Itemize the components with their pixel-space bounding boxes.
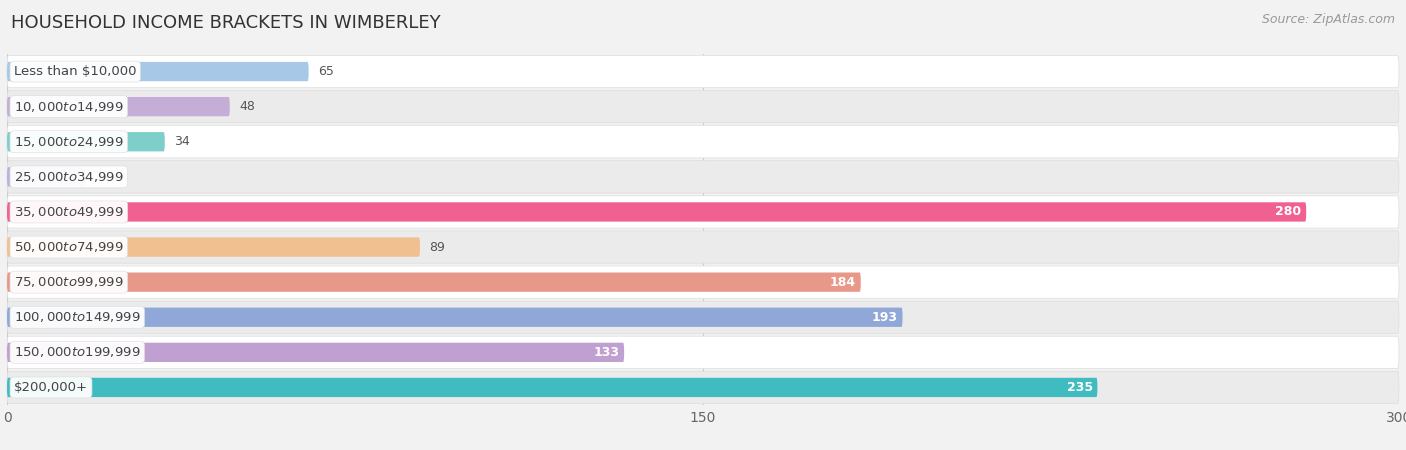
Text: $150,000 to $199,999: $150,000 to $199,999 <box>14 345 141 360</box>
Text: 34: 34 <box>174 135 190 148</box>
FancyBboxPatch shape <box>7 132 165 151</box>
FancyBboxPatch shape <box>7 55 1399 88</box>
Text: 184: 184 <box>830 276 856 288</box>
Text: 65: 65 <box>318 65 333 78</box>
FancyBboxPatch shape <box>7 62 308 81</box>
FancyBboxPatch shape <box>7 126 1399 158</box>
FancyBboxPatch shape <box>7 196 1399 228</box>
Text: 17: 17 <box>96 171 111 183</box>
Text: $50,000 to $74,999: $50,000 to $74,999 <box>14 240 124 254</box>
FancyBboxPatch shape <box>7 231 1399 263</box>
Text: 48: 48 <box>239 100 254 113</box>
Text: 280: 280 <box>1275 206 1302 218</box>
FancyBboxPatch shape <box>7 161 1399 193</box>
FancyBboxPatch shape <box>7 167 86 186</box>
Text: $100,000 to $149,999: $100,000 to $149,999 <box>14 310 141 324</box>
FancyBboxPatch shape <box>7 371 1399 404</box>
FancyBboxPatch shape <box>7 301 1399 333</box>
Text: $200,000+: $200,000+ <box>14 381 89 394</box>
Text: Source: ZipAtlas.com: Source: ZipAtlas.com <box>1261 14 1395 27</box>
FancyBboxPatch shape <box>7 238 420 256</box>
FancyBboxPatch shape <box>7 336 1399 369</box>
Text: 193: 193 <box>872 311 898 324</box>
Text: $10,000 to $14,999: $10,000 to $14,999 <box>14 99 124 114</box>
Text: $35,000 to $49,999: $35,000 to $49,999 <box>14 205 124 219</box>
Text: 235: 235 <box>1067 381 1092 394</box>
FancyBboxPatch shape <box>7 90 1399 123</box>
FancyBboxPatch shape <box>7 378 1098 397</box>
Text: Less than $10,000: Less than $10,000 <box>14 65 136 78</box>
Text: $25,000 to $34,999: $25,000 to $34,999 <box>14 170 124 184</box>
Text: 89: 89 <box>429 241 446 253</box>
FancyBboxPatch shape <box>7 202 1306 221</box>
Text: 133: 133 <box>593 346 620 359</box>
FancyBboxPatch shape <box>7 343 624 362</box>
FancyBboxPatch shape <box>7 308 903 327</box>
FancyBboxPatch shape <box>7 273 860 292</box>
Text: $15,000 to $24,999: $15,000 to $24,999 <box>14 135 124 149</box>
FancyBboxPatch shape <box>7 266 1399 298</box>
FancyBboxPatch shape <box>7 97 229 116</box>
Text: $75,000 to $99,999: $75,000 to $99,999 <box>14 275 124 289</box>
Text: HOUSEHOLD INCOME BRACKETS IN WIMBERLEY: HOUSEHOLD INCOME BRACKETS IN WIMBERLEY <box>11 14 441 32</box>
